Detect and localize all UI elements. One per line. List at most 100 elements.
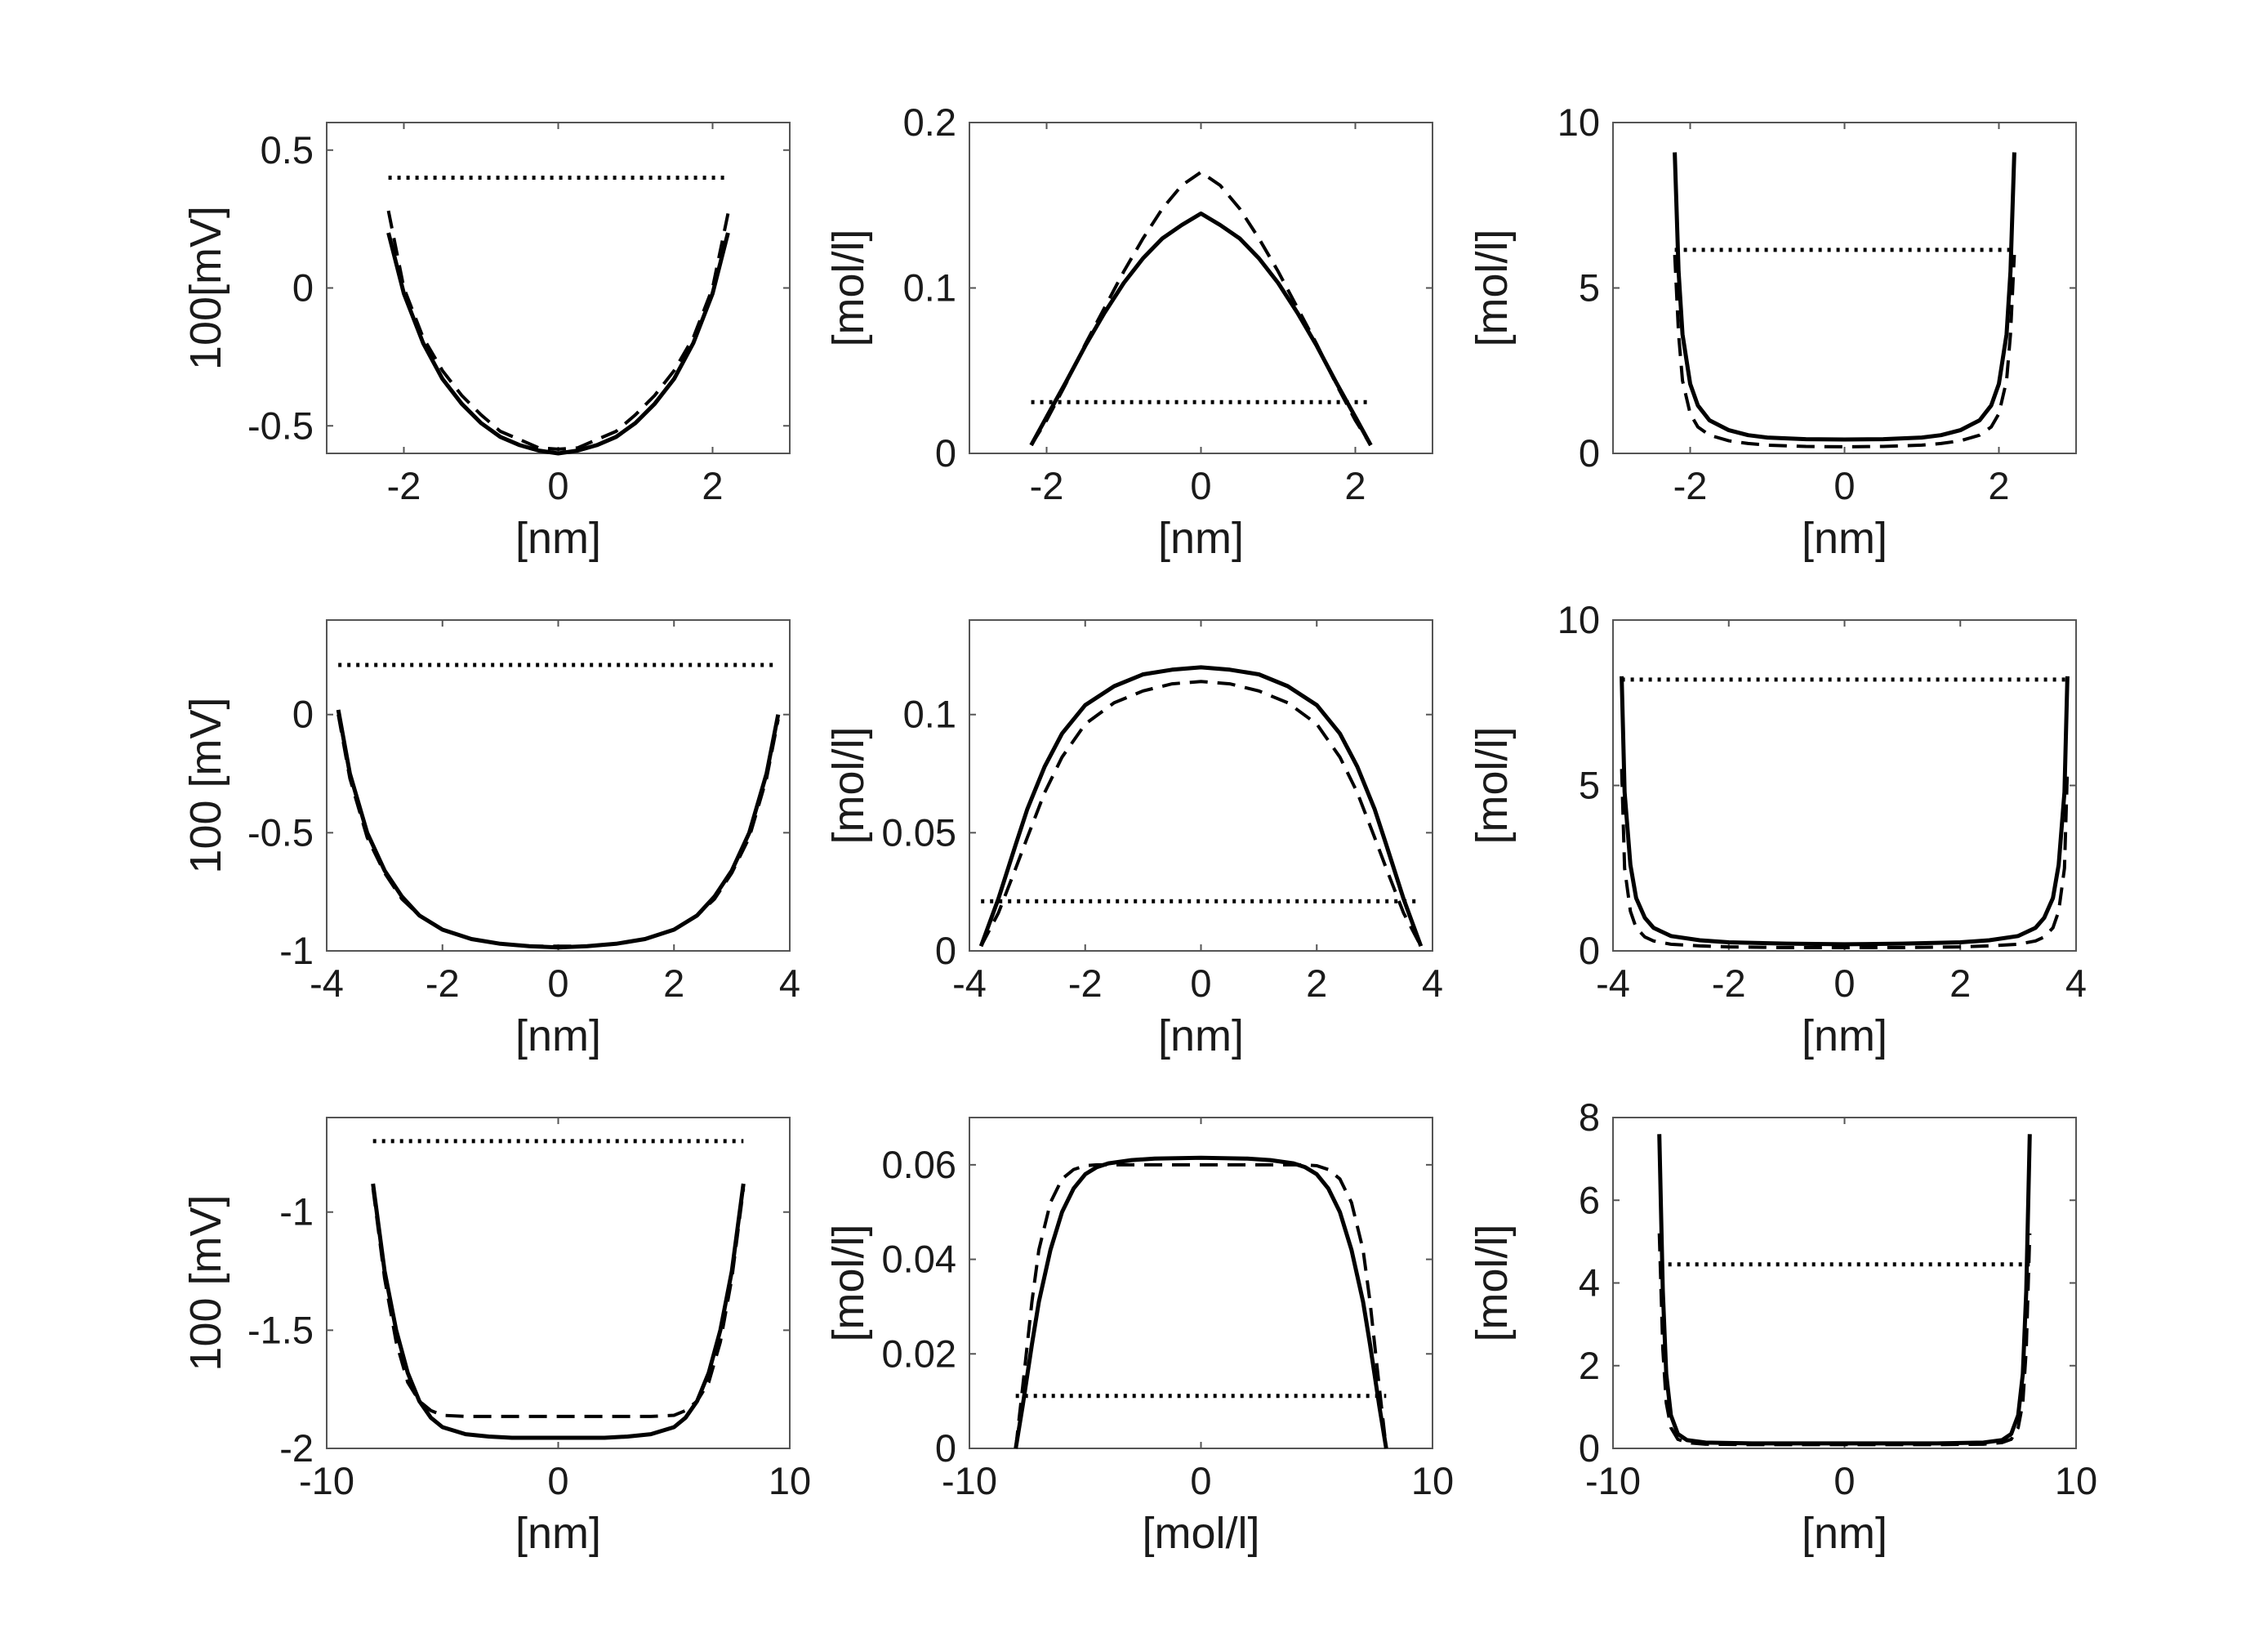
y-tick-label: 0.05	[882, 810, 956, 854]
x-axis-label: [nm]	[515, 514, 601, 563]
x-tick-label: 0	[1834, 1459, 1855, 1502]
x-tick-label: -2	[426, 962, 460, 1005]
x-tick-label: -10	[299, 1459, 354, 1502]
y-axis-label: [mol/l]	[824, 726, 873, 844]
y-axis-label: [mol/l]	[1468, 1224, 1517, 1341]
y-tick-label: -1	[279, 1190, 314, 1234]
y-tick-label: 0	[292, 266, 314, 310]
x-tick-label: 2	[663, 962, 684, 1005]
x-tick-label: -4	[310, 962, 344, 1005]
x-tick-label: 0	[547, 464, 568, 507]
subplot-r2-c1: -4 -2 0 2 4 -1 -0.5 0 [nm] 100 [mV]	[181, 619, 800, 1060]
y-axis-label: 100[mV]	[181, 206, 230, 370]
y-axis-label: 100 [mV]	[181, 1194, 230, 1371]
y-tick-label: 0	[935, 1426, 956, 1470]
series-dashed-line	[1029, 170, 1373, 446]
x-axis-label: [nm]	[1158, 1011, 1244, 1060]
x-tick-label: 2	[702, 464, 723, 507]
y-tick-label: -2	[279, 1426, 314, 1470]
x-tick-label: 10	[769, 1459, 811, 1502]
plot-frame	[326, 619, 791, 952]
x-axis-label: [nm]	[515, 1011, 601, 1060]
series-dashed-line	[1014, 1162, 1388, 1449]
x-tick-label: 2	[1949, 962, 1971, 1005]
x-tick-label: 0	[547, 962, 568, 1005]
y-axis-label: [mol/l]	[824, 1224, 873, 1341]
x-tick-label: -10	[1585, 1459, 1641, 1502]
series-dashed-line	[1620, 769, 2070, 949]
x-tick-label: 0	[1190, 962, 1211, 1005]
y-tick-label: 0	[292, 693, 314, 736]
y-tick-label: 0	[935, 929, 956, 972]
y-tick-label: 5	[1579, 266, 1600, 310]
series-dashed-line	[336, 714, 780, 948]
x-tick-label: 0	[1834, 962, 1855, 1005]
x-tick-label: 4	[1422, 962, 1443, 1005]
x-tick-label: -2	[1030, 464, 1064, 507]
x-axis-label: [nm]	[1802, 514, 1887, 563]
series-dashed-line	[1657, 1233, 2032, 1447]
subplot-r1-c1: -2 0 2 -0.5 0 0.5 [nm] 100[mV]	[181, 122, 791, 563]
plot-frame	[1612, 122, 2077, 454]
subplot-r1-c2: -2 0 2 0 0.1 0.2 [nm] [mol/l]	[824, 100, 1433, 563]
x-tick-label: 2	[1988, 464, 2009, 507]
x-tick-label: -2	[387, 464, 421, 507]
series-solid-line	[1657, 1134, 2032, 1446]
y-tick-label: 0.5	[261, 128, 314, 172]
x-tick-label: 4	[779, 962, 800, 1005]
y-tick-label: 0.2	[903, 100, 956, 144]
y-tick-label: 4	[1579, 1261, 1600, 1305]
x-tick-label: -10	[942, 1459, 997, 1502]
x-tick-label: 10	[2055, 1459, 2097, 1502]
y-tick-label: -0.5	[247, 810, 314, 854]
subplot-r1-c3: -2 0 2 0 5 10 [nm] [mol/l]	[1468, 100, 2077, 563]
plot-frame	[969, 122, 1433, 454]
y-tick-label: 5	[1579, 764, 1600, 807]
subplot-r2-c3: -4 -2 0 2 4 0 5 10 [nm] [mol/l]	[1468, 598, 2087, 1060]
series-dashed-line	[979, 680, 1423, 948]
y-tick-label: -1	[279, 929, 314, 972]
y-tick-label: 6	[1579, 1178, 1600, 1221]
y-tick-label: 0.1	[903, 693, 956, 736]
plot-frame	[326, 122, 791, 454]
x-tick-label: 4	[2065, 962, 2087, 1005]
series-solid-line	[1620, 676, 2070, 947]
y-tick-label: 0	[935, 431, 956, 475]
series-dashed-line	[371, 1188, 746, 1418]
series-solid-line	[386, 232, 730, 456]
y-tick-label: 0	[1579, 929, 1600, 972]
y-tick-label: 0	[1579, 1426, 1600, 1470]
x-tick-label: -2	[1068, 962, 1103, 1005]
y-axis-label: [mol/l]	[824, 229, 873, 346]
x-axis-label: [mol/l]	[1142, 1509, 1259, 1558]
subplot-r2-c2: -4 -2 0 2 4 0 0.05 0.1 [nm] [mol/l]	[824, 619, 1443, 1060]
plot-frame	[1612, 1117, 2077, 1449]
series-solid-line	[336, 709, 781, 950]
y-tick-label: -0.5	[247, 404, 314, 447]
y-axis-label: [mol/l]	[1468, 229, 1517, 346]
x-axis-label: [nm]	[1802, 1509, 1887, 1558]
x-tick-label: 10	[1411, 1459, 1454, 1502]
x-axis-label: [nm]	[1158, 514, 1244, 563]
series-dashed-line	[386, 210, 730, 451]
series-solid-line	[1029, 211, 1373, 447]
subplot-r3-c1: -10 0 10 -2 -1.5 -1 [nm] 100 [mV]	[181, 1117, 811, 1558]
plot-frame	[1612, 619, 2077, 952]
y-tick-label: 0.04	[882, 1238, 956, 1281]
x-axis-label: [nm]	[1802, 1011, 1887, 1060]
series-solid-line	[1673, 152, 2016, 442]
y-axis-label: 100 [mV]	[181, 697, 230, 873]
x-tick-label: -2	[1712, 962, 1746, 1005]
x-tick-label: -4	[1596, 962, 1630, 1005]
x-tick-label: 0	[1834, 464, 1855, 507]
y-axis-label: [mol/l]	[1468, 726, 1517, 844]
x-tick-label: 0	[547, 1459, 568, 1502]
plot-frame	[326, 1117, 791, 1449]
y-tick-label: 0	[1579, 431, 1600, 475]
series-solid-line	[371, 1183, 746, 1440]
x-tick-label: 0	[1190, 1459, 1211, 1502]
series-solid-line	[978, 665, 1424, 948]
